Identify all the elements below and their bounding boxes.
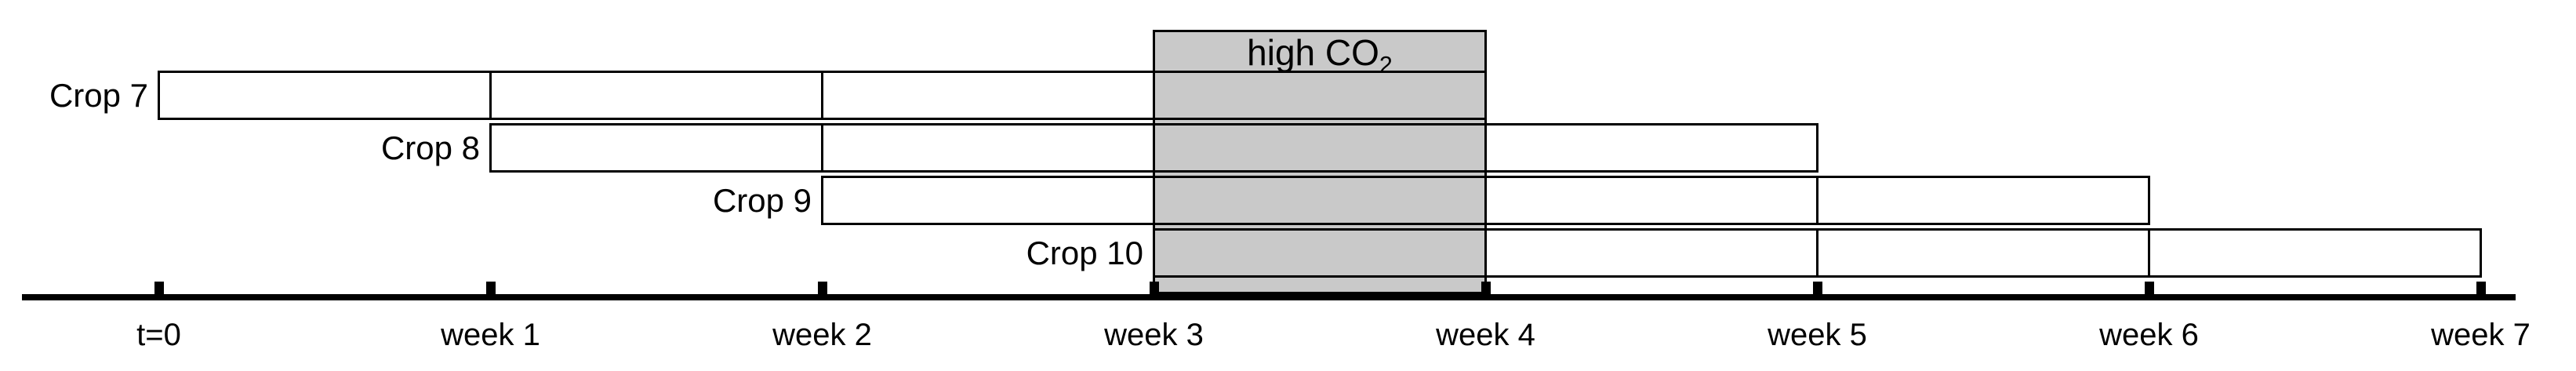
crop-bar-week-segment <box>1153 123 1487 173</box>
crop-bar-week-segment <box>821 176 1155 225</box>
axis-tick-label: week 5 <box>1768 318 1867 352</box>
axis-tick-label: week 1 <box>441 318 540 352</box>
crop-label: Crop 7 <box>49 77 148 114</box>
axis-tick-mark <box>817 282 827 294</box>
crop-bar-week-segment <box>1153 71 1487 120</box>
crop-bar-week-segment <box>1153 228 1487 278</box>
crop-bar-week-segment <box>1816 228 2150 278</box>
time-axis-line <box>22 294 2516 300</box>
crop-bar-week-segment <box>821 123 1155 173</box>
axis-tick-mark <box>2144 282 2154 294</box>
high-co2-label: high CO2 <box>1155 32 1484 78</box>
crop-bar-week-segment <box>1153 176 1487 225</box>
axis-tick-label: t=0 <box>136 318 181 352</box>
crop-label: Crop 10 <box>1026 235 1143 271</box>
crop-bar <box>158 71 1487 120</box>
crop-bar-week-segment <box>158 71 492 120</box>
crop-bar <box>489 123 1818 173</box>
crop-bar-week-segment <box>1484 228 1818 278</box>
high-co2-label-text: high CO <box>1247 32 1379 73</box>
crop-bar <box>1153 228 2482 278</box>
axis-tick-mark <box>2476 282 2486 294</box>
crop-bar-week-segment <box>1484 123 1818 173</box>
axis-tick-mark <box>1149 282 1159 294</box>
crop-bar-week-segment <box>2148 228 2482 278</box>
crop-bar <box>821 176 2150 225</box>
axis-tick-label: week 7 <box>2431 318 2531 352</box>
axis-tick-label: week 2 <box>772 318 872 352</box>
crop-bar-week-segment <box>1816 176 2150 225</box>
crop-bar-week-segment <box>489 71 823 120</box>
axis-tick-mark <box>485 282 496 294</box>
axis-tick-mark <box>1812 282 1822 294</box>
axis-tick-label: week 6 <box>2099 318 2199 352</box>
axis-tick-label: week 3 <box>1104 318 1204 352</box>
crop-label: Crop 8 <box>380 129 480 166</box>
axis-tick-mark <box>1481 282 1491 294</box>
crop-label: Crop 9 <box>712 182 812 219</box>
high-co2-band: high CO2 <box>1153 30 1487 294</box>
crop-bar-week-segment <box>821 71 1155 120</box>
crop-bar-week-segment <box>1484 176 1818 225</box>
axis-tick-label: week 4 <box>1436 318 1535 352</box>
axis-tick-mark <box>154 282 164 294</box>
crop-bar-week-segment <box>489 123 823 173</box>
